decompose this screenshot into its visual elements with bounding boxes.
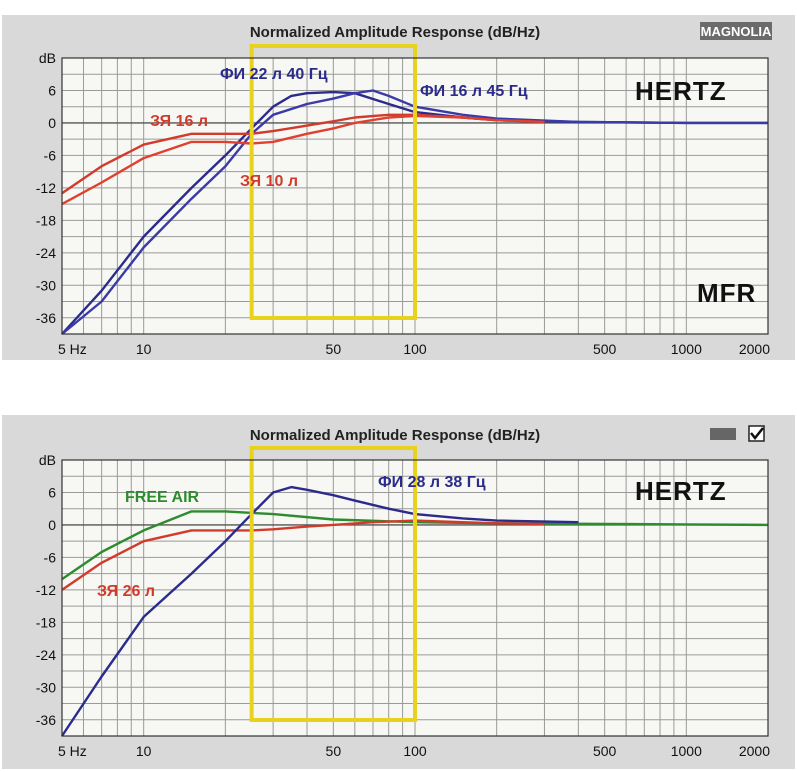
y-tick-label: -6 xyxy=(44,549,57,565)
y-tick-label: 0 xyxy=(48,517,56,533)
corner-label: MFR xyxy=(697,278,756,308)
plot-border xyxy=(61,57,769,335)
x-axis-ticks: 5 Hz 10 50 100 500 1000 2000 xyxy=(58,743,770,759)
y-tick-label: -30 xyxy=(36,277,56,293)
y-tick-label: dB xyxy=(39,452,56,468)
x-tick-label: 2000 xyxy=(739,743,770,759)
chart-panel-1: Normalized Amplitude Response (dB/Hz) MA… xyxy=(2,15,795,360)
curves xyxy=(61,485,769,737)
annotation-phi-22: ФИ 22 л 40 Гц xyxy=(220,66,328,83)
x-tick-label: 5 Hz xyxy=(58,341,87,357)
y-tick-label: -30 xyxy=(36,679,56,695)
y-tick-label: dB xyxy=(39,50,56,66)
y-tick-label: -18 xyxy=(36,212,56,228)
brand-label: HERTZ xyxy=(635,476,727,506)
check-mark-icon xyxy=(750,427,764,441)
annotation-free-air: FREE AIR xyxy=(125,489,200,506)
series-line xyxy=(61,485,579,737)
y-tick-label: 6 xyxy=(48,82,56,98)
y-tick-label: -36 xyxy=(36,310,56,326)
x-tick-label: 10 xyxy=(136,743,152,759)
x-tick-label: 100 xyxy=(403,341,427,357)
annotation-zya-16: ЗЯ 16 л xyxy=(150,113,208,130)
x-tick-label: 50 xyxy=(326,743,342,759)
y-tick-label: 6 xyxy=(48,484,56,500)
annotation-phi-28: ФИ 28 л 38 Гц xyxy=(378,474,486,491)
x-tick-label: 10 xyxy=(136,341,152,357)
y-tick-label: -36 xyxy=(36,712,56,728)
x-tick-label: 50 xyxy=(326,341,342,357)
printer-icon[interactable] xyxy=(710,428,736,440)
x-tick-label: 1000 xyxy=(671,743,702,759)
series-line xyxy=(61,510,769,581)
series-line xyxy=(61,114,545,206)
x-tick-label: 1000 xyxy=(671,341,702,357)
logo-text: MAGNOLIA xyxy=(701,24,772,39)
annotation-zya-10: ЗЯ 10 л xyxy=(240,173,298,190)
highlight-frame xyxy=(249,446,417,722)
y-tick-label: 0 xyxy=(48,115,56,131)
brand-label: HERTZ xyxy=(635,76,727,106)
magnolia-logo xyxy=(700,22,772,40)
grid xyxy=(62,57,768,335)
y-tick-label: -24 xyxy=(36,647,56,663)
chart-panel-2: Normalized Amplitude Response (dB/Hz) dB… xyxy=(2,415,795,769)
x-tick-label: 500 xyxy=(593,743,617,759)
series-line xyxy=(61,89,768,335)
annotation-zya-26: ЗЯ 26 л xyxy=(97,583,155,600)
x-tick-label: 2000 xyxy=(739,341,770,357)
y-tick-label: -18 xyxy=(36,614,56,630)
toolbar-icons xyxy=(710,425,765,442)
y-tick-label: -24 xyxy=(36,245,56,261)
annotation-phi-16: ФИ 16 л 45 Гц xyxy=(420,83,528,100)
y-axis-ticks: dB 6 0 -6 -12 -18 -24 -30 -36 xyxy=(36,452,56,728)
y-tick-label: -12 xyxy=(36,180,56,196)
plot-border xyxy=(61,459,769,737)
x-tick-label: 5 Hz xyxy=(58,743,87,759)
x-tick-label: 500 xyxy=(593,341,617,357)
curves xyxy=(61,89,768,335)
y-axis-ticks: dB 6 0 -6 -12 -18 -24 -30 -36 xyxy=(36,50,56,326)
y-tick-label: -6 xyxy=(44,147,57,163)
x-tick-label: 100 xyxy=(403,743,427,759)
chart-title: Normalized Amplitude Response (dB/Hz) xyxy=(250,24,540,41)
x-axis-ticks: 5 Hz 10 50 100 500 1000 2000 xyxy=(58,341,770,357)
series-line xyxy=(61,519,545,591)
chart-title: Normalized Amplitude Response (dB/Hz) xyxy=(250,427,540,444)
highlight-frame xyxy=(249,44,417,320)
y-tick-label: -12 xyxy=(36,582,56,598)
